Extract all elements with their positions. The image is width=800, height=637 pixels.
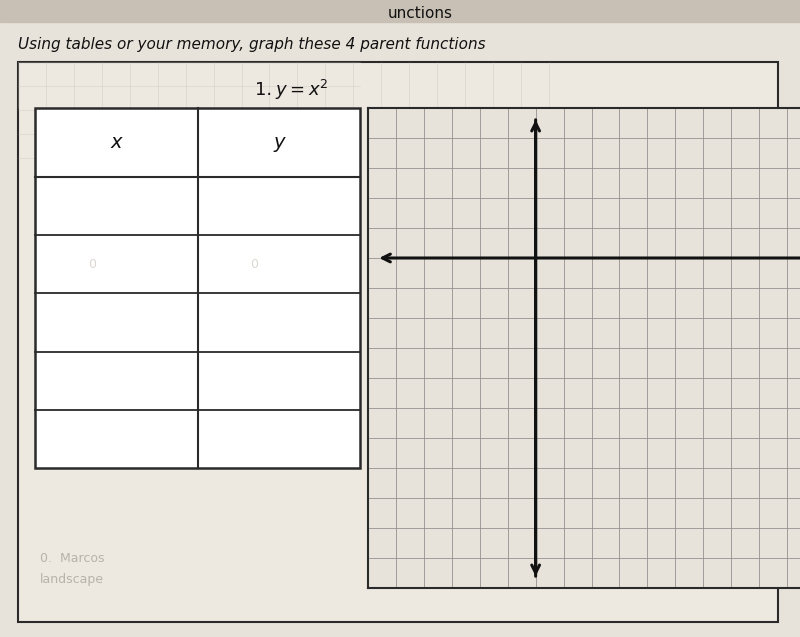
Text: unctions: unctions	[387, 6, 453, 20]
Text: 0.  Marcos: 0. Marcos	[40, 552, 105, 564]
Text: $y = x^2$: $y = x^2$	[275, 78, 329, 102]
Text: 0: 0	[88, 258, 96, 271]
Text: landscape: landscape	[40, 573, 104, 587]
Bar	[18, 62, 778, 622]
Text: x: x	[110, 133, 122, 152]
Bar	[0, 0, 800, 22]
Text: y: y	[273, 133, 285, 152]
Bar	[368, 108, 800, 588]
Text: 1.: 1.	[255, 81, 290, 99]
Bar	[35, 108, 360, 468]
Text: 0: 0	[250, 258, 258, 271]
Text: Using tables or your memory, graph these 4 parent functions: Using tables or your memory, graph these…	[18, 38, 486, 52]
